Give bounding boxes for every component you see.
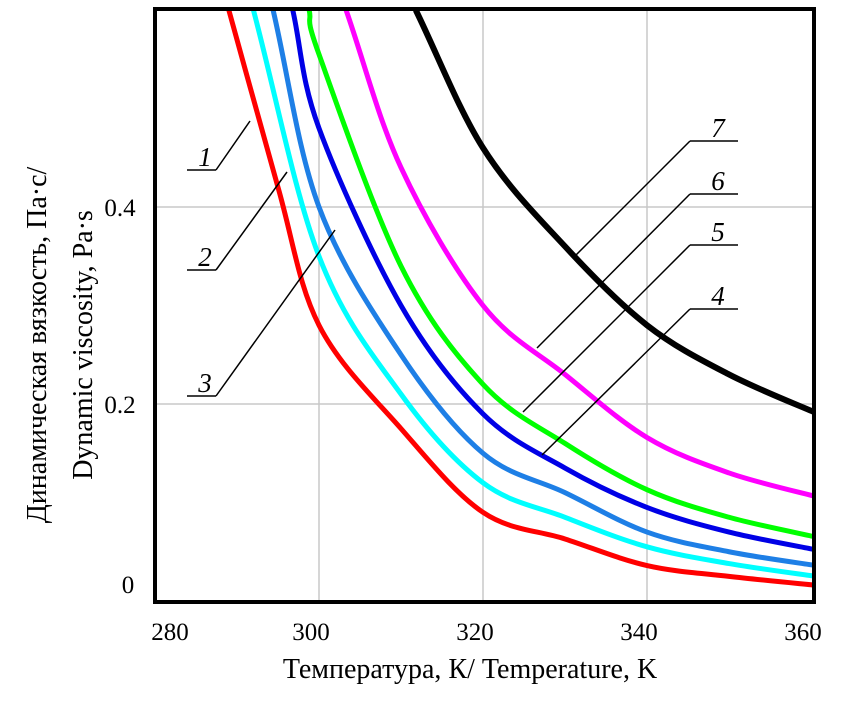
- grid-lines: [155, 9, 814, 602]
- curve-labels: 1 2 3 4 5 6 7: [187, 113, 738, 456]
- leader-line: [215, 229, 336, 397]
- curve-label-2: 2: [198, 242, 212, 272]
- curve-1: [226, 9, 815, 588]
- leader-line: [215, 171, 288, 271]
- leader-line: [536, 193, 691, 349]
- curve-label-5: 5: [711, 217, 725, 247]
- curve-3: [270, 9, 815, 568]
- curve-label-3: 3: [197, 368, 212, 398]
- curve-7: [413, 9, 815, 416]
- curves: [226, 9, 815, 588]
- x-tick-label: 340: [620, 619, 658, 646]
- curve-6: [343, 9, 815, 499]
- plot-frame: [153, 7, 816, 604]
- x-tick-labels: 280 300 320 340 360: [151, 619, 822, 646]
- y-axis-title-en: Dynamic viscosity, Pa·s: [68, 210, 99, 480]
- leader-line: [522, 244, 691, 413]
- y-axis-title-ru: Динамическая вязкость, Па·с/: [22, 166, 53, 523]
- x-tick-label: 360: [784, 619, 822, 646]
- y-tick-labels: 0 0.2 0.4: [104, 195, 136, 599]
- curve-2: [250, 9, 815, 579]
- curve-label-6: 6: [711, 166, 725, 196]
- y-tick-label: 0.2: [104, 392, 135, 419]
- curve-4: [290, 9, 815, 553]
- curve-label-1: 1: [198, 142, 212, 172]
- x-tick-label: 280: [151, 619, 189, 646]
- x-tick-label: 300: [292, 619, 330, 646]
- x-axis-title: Температура, К/ Temperature, K: [283, 654, 657, 685]
- leader-line: [215, 120, 251, 171]
- curve-5: [306, 9, 815, 540]
- curve-label-7: 7: [711, 113, 726, 143]
- y-tick-label: 0: [122, 572, 135, 599]
- leader-line: [574, 140, 691, 257]
- x-tick-label: 320: [456, 619, 494, 646]
- curve-label-4: 4: [711, 281, 725, 311]
- leader-line: [541, 308, 691, 456]
- y-tick-label: 0.4: [104, 195, 136, 222]
